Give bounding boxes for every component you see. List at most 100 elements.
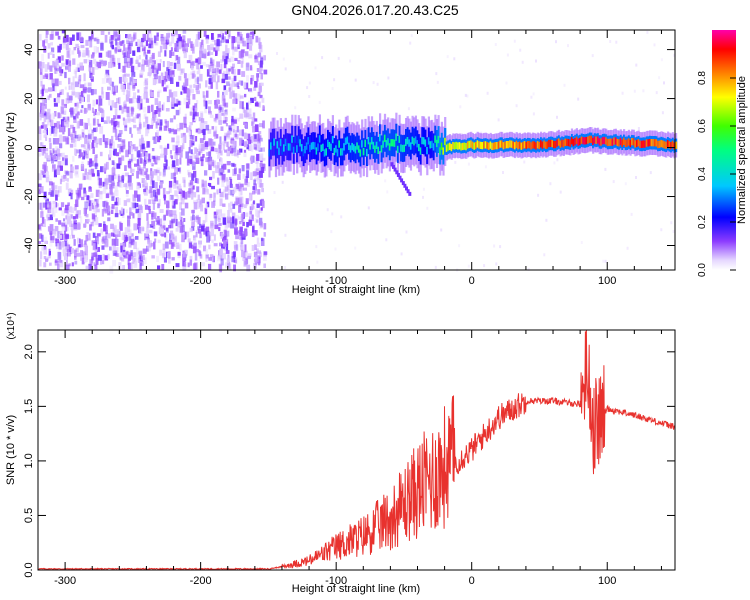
spectrogram-noise-cell	[228, 87, 231, 92]
spectrogram-noise-cell	[125, 190, 129, 197]
spectrogram-noise-cell	[213, 192, 216, 198]
spectrogram-noise-cell	[253, 140, 257, 148]
spectrogram-noise-cell	[197, 83, 201, 89]
spectrogram-noise-cell	[228, 202, 231, 208]
spectrogram-noise-cell	[225, 230, 230, 237]
spectrogram-noise-cell	[232, 99, 237, 104]
spectrogram-noise-cell	[43, 161, 47, 167]
spectrogram-noise-cell	[147, 49, 151, 54]
spectrogram-noise-cell	[117, 175, 121, 183]
spectrogram-noise-cell	[243, 149, 247, 153]
spectrogram-noise-cell	[184, 249, 188, 256]
spectrogram-noise-cell	[50, 190, 54, 197]
spectrogram-noise-cell	[244, 204, 247, 209]
spectrogram-band-cell	[616, 138, 619, 147]
spectrogram-band-cell	[572, 139, 575, 147]
spectrogram-band-cell	[582, 137, 585, 145]
spectrogram-noise-cell	[110, 42, 113, 48]
spectrogram-noise-cell	[120, 69, 125, 72]
spectrogram-noise-cell	[115, 84, 118, 92]
spectrogram-noise-cell	[86, 94, 90, 103]
spectrogram-noise-cell	[141, 44, 146, 49]
spectrogram-noise-cell	[164, 232, 167, 238]
spectrogram-noise-cell	[81, 196, 85, 201]
spectrogram-noise-cell	[194, 116, 197, 121]
spectrogram-noise-cell	[196, 186, 200, 193]
spectrogram-noise-cell	[173, 115, 176, 120]
spectrogram-noise-cell	[218, 222, 222, 227]
spectrogram-band-cell	[427, 137, 430, 145]
spectrogram-noise-cell	[48, 201, 52, 209]
spectrogram-band-cell	[593, 136, 596, 144]
spectrogram-noise-cell	[146, 221, 150, 226]
spectrogram-noise-cell	[234, 133, 238, 138]
spectrogram-noise-cell	[559, 190, 562, 194]
spectrogram-noise-cell	[246, 33, 250, 38]
spectrogram-noise-cell	[454, 160, 457, 164]
spectrogram-noise-cell	[115, 120, 118, 125]
spectrogram-noise-cell	[191, 65, 194, 71]
spectrogram-noise-cell	[208, 110, 212, 115]
spectrogram-noise-cell	[138, 250, 143, 255]
spectrogram-noise-cell	[161, 80, 164, 87]
spectrogram-noise-cell	[54, 111, 57, 117]
spectrogram-noise-cell	[151, 148, 155, 152]
spectrogram-noise-cell	[152, 111, 157, 118]
spectrogram-noise-cell	[127, 257, 130, 266]
spectrogram-noise-cell	[80, 144, 85, 148]
spectrogram-noise-cell	[46, 202, 50, 210]
spectrogram-noise-cell	[73, 139, 77, 148]
spectrogram-noise-cell	[143, 81, 146, 86]
spectrogram-noise-cell	[138, 227, 143, 235]
spectrogram-noise-cell	[81, 161, 84, 167]
spectrogram-band-cell	[281, 147, 284, 155]
spectrogram-noise-cell	[41, 110, 44, 118]
spectrogram-noise-cell	[91, 130, 94, 136]
spectrogram-noise-cell	[156, 255, 159, 262]
spectrogram-noise-cell	[58, 80, 62, 85]
spectrogram-noise-cell	[163, 147, 168, 155]
spectrogram-noise-cell	[157, 239, 161, 244]
spectrogram-noise-cell	[87, 118, 90, 126]
spectrogram-noise-cell	[237, 174, 241, 180]
spectrogram-noise-cell	[118, 62, 121, 69]
spectrogram-noise-cell	[176, 186, 179, 190]
spectrogram-noise-cell	[241, 217, 245, 223]
spectrogram-band-cell	[405, 138, 408, 147]
spectrogram-noise-cell	[148, 199, 152, 205]
spectrogram-noise-cell	[45, 134, 48, 141]
spectrogram-noise-cell	[83, 144, 87, 150]
spectrogram-noise-cell	[233, 264, 236, 272]
spectrogram-band-cell	[649, 138, 652, 147]
spectrogram-noise-cell	[89, 123, 92, 131]
spectrogram-noise-cell	[209, 114, 214, 118]
spectrogram-noise-cell	[243, 40, 246, 47]
spectrogram-noise-cell	[367, 206, 370, 210]
spectrogram-noise-cell	[318, 100, 321, 104]
spectrogram-noise-cell	[162, 61, 165, 68]
spectrogram-noise-cell	[67, 116, 70, 123]
spectrogram-noise-cell	[484, 165, 487, 169]
spectrogram-band-cell	[439, 147, 442, 155]
spectrogram-noise-cell	[202, 188, 206, 195]
spectrogram-noise-cell	[213, 197, 216, 202]
spectrogram-noise-cell	[385, 238, 388, 242]
spectrogram-noise-cell	[174, 151, 178, 160]
spectrogram-band-cell	[670, 142, 673, 150]
spectrogram-noise-cell	[59, 234, 62, 239]
spectrogram-noise-cell	[83, 243, 88, 248]
spectrogram-band-cell	[336, 149, 339, 157]
spectrogram-noise-cell	[110, 180, 115, 189]
spectrogram-noise-cell	[227, 262, 230, 268]
spectrogram-noise-cell	[56, 97, 60, 104]
colorbar-tick-label: 0.8	[697, 71, 708, 85]
spectrogram-band-cell	[292, 146, 295, 154]
spectrogram-noise-cell	[107, 211, 111, 216]
snr-x-ticks: -300 -200 -100 0 100	[37, 330, 662, 587]
spectrogram-noise-cell	[109, 55, 113, 63]
spectrogram-noise-cell	[211, 33, 214, 40]
spectrogram-band-cell	[658, 140, 661, 148]
spectrogram-noise-cell	[226, 149, 229, 156]
spectrogram-noise-cell	[259, 42, 262, 49]
spectrogram-noise-cell	[148, 240, 152, 248]
